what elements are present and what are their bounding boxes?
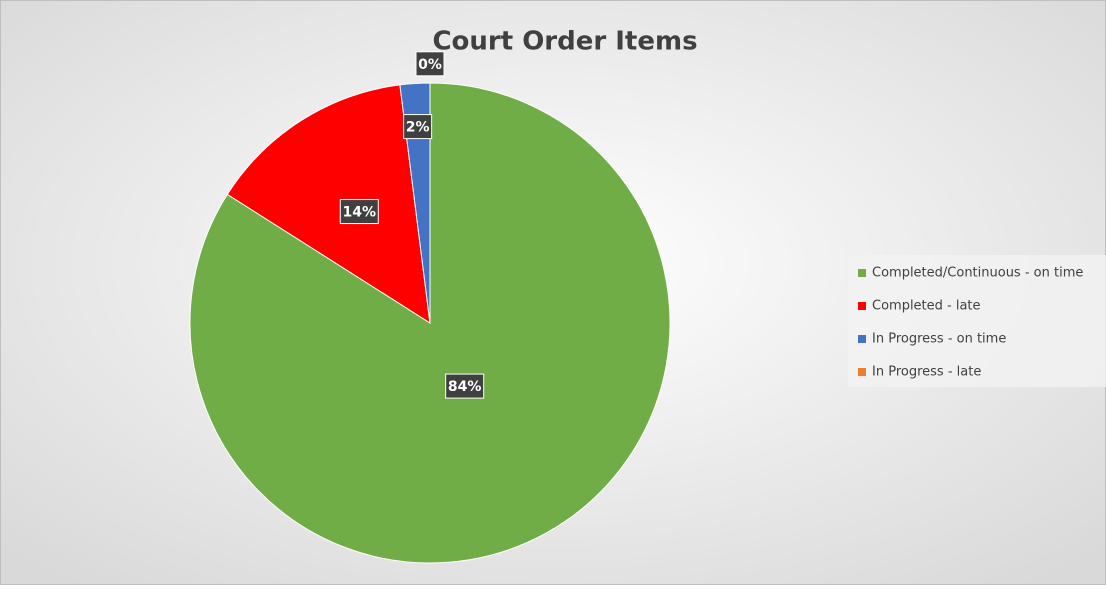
- data-label-background: [415, 51, 445, 77]
- legend-marker: [858, 269, 866, 277]
- data-label: 2%: [406, 120, 430, 136]
- legend-label: In Progress - on time: [872, 332, 1006, 347]
- legend-marker: [858, 335, 866, 343]
- data-label: 84%: [448, 379, 482, 395]
- chart-title: Court Order Items: [432, 27, 697, 57]
- data-label-background: [339, 199, 379, 225]
- legend-marker: [858, 368, 866, 376]
- data-label: 0%: [418, 57, 442, 73]
- data-label-background: [445, 373, 485, 399]
- legend-marker: [858, 302, 866, 310]
- legend-label: Completed - late: [872, 299, 981, 314]
- legend-label: Completed/Continuous - on time: [872, 266, 1083, 281]
- legend-label: In Progress - late: [872, 365, 981, 380]
- data-label-background: [403, 114, 433, 140]
- legend-background: [848, 255, 1106, 387]
- data-label: 14%: [343, 205, 377, 221]
- pie-slice: [399, 82, 431, 324]
- pie-slice: [226, 84, 431, 324]
